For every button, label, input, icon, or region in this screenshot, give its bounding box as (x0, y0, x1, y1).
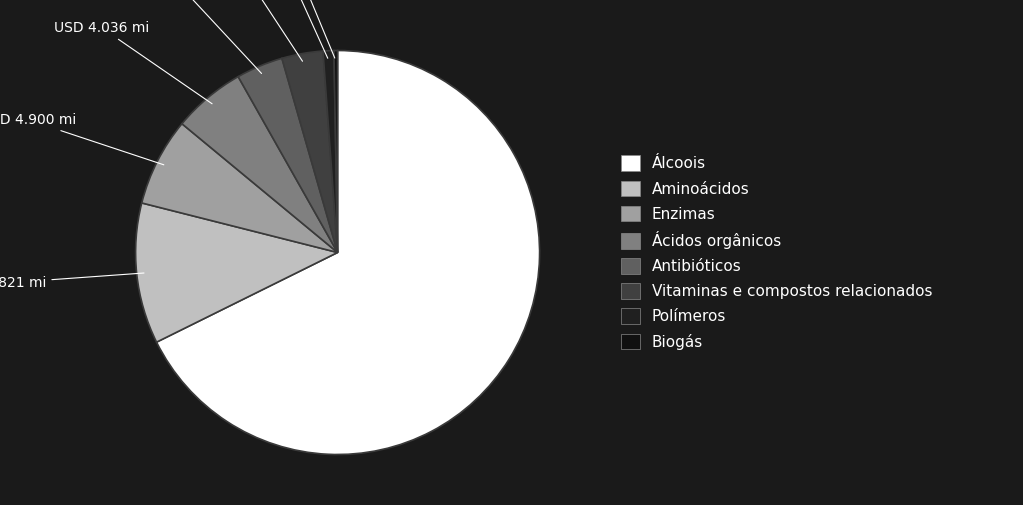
Text: USD 600 mi: USD 600 mi (242, 0, 327, 58)
Wedge shape (333, 50, 338, 252)
Legend: Álcoois, Aminoácidos, Enzimas, Ácidos orgânicos, Antibióticos, Vitaminas e compo: Álcoois, Aminoácidos, Enzimas, Ácidos or… (621, 156, 933, 349)
Wedge shape (136, 203, 338, 342)
Wedge shape (282, 51, 338, 252)
Wedge shape (157, 50, 539, 454)
Wedge shape (142, 124, 338, 252)
Wedge shape (182, 77, 338, 252)
Text: USD 4.036 mi: USD 4.036 mi (54, 21, 212, 104)
Text: USD 4.900 mi: USD 4.900 mi (0, 113, 164, 165)
Text: USD 2.286 mi: USD 2.286 mi (191, 0, 303, 61)
Text: USD 200 mi: USD 200 mi (253, 0, 335, 58)
Text: USD 7.821 mi: USD 7.821 mi (0, 273, 144, 290)
Wedge shape (323, 50, 338, 252)
Wedge shape (238, 58, 338, 252)
Text: USD 2.600 mi: USD 2.600 mi (129, 0, 262, 74)
